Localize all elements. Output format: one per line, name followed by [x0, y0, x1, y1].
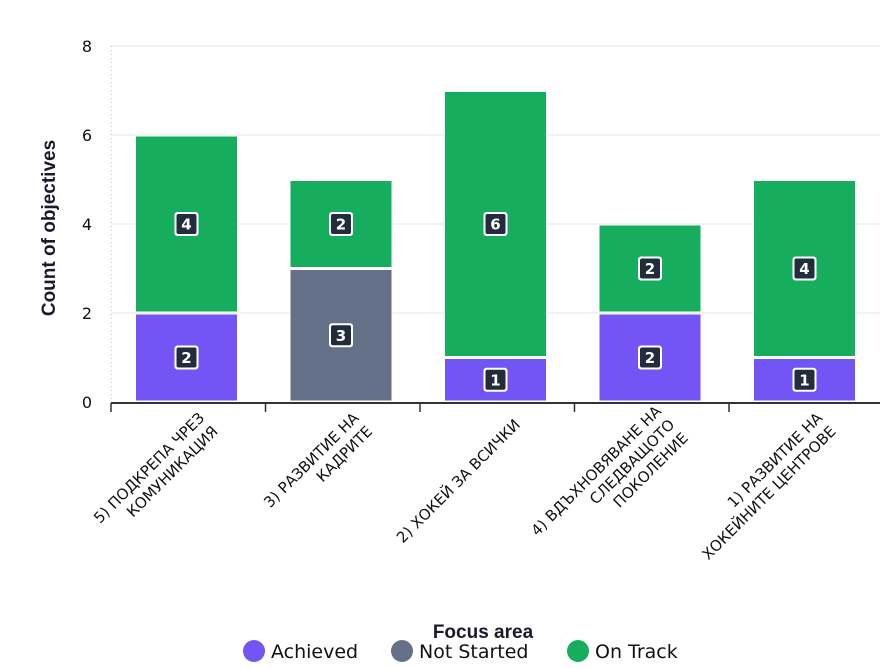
- x-tick-label-group: 2) ХОКЕЙ ЗА ВСИЧКИ: [392, 415, 524, 547]
- y-tick-label: 4: [82, 215, 92, 234]
- x-tick-label-line: ХОКЕЙНИТЕ ЦЕНТРОВЕ: [698, 422, 840, 564]
- y-tick-label: 0: [82, 393, 92, 412]
- data-label: 2: [181, 349, 191, 367]
- legend-marker: [391, 640, 413, 662]
- data-label: 3: [336, 327, 346, 345]
- data-label: 4: [799, 260, 809, 278]
- data-label: 2: [336, 216, 346, 234]
- x-tick-label-group: 3) РАЗВИТИЕ НАКАДРИТЕ: [260, 408, 376, 524]
- y-tick-label: 8: [82, 37, 92, 56]
- x-tick-label: 4) ВДЪХНОВЯВАНЕ НАСЛЕДВАЩОТОПОКОЛЕНИЕ: [527, 402, 692, 567]
- y-axis-title: Count of objectives: [39, 140, 60, 316]
- data-label: 4: [181, 216, 191, 234]
- bars: [135, 91, 856, 402]
- y-tick-label: 2: [82, 304, 92, 323]
- data-label-box: [176, 214, 197, 234]
- x-tick-label: 5) ПОДКРЕПА ЧРЕЗКОМУНИКАЦИЯ: [90, 409, 221, 540]
- legend-label: On Track: [595, 641, 678, 663]
- x-tick-label-line: 5) ПОДКРЕПА ЧРЕЗ: [90, 409, 208, 527]
- data-label-box: [640, 347, 660, 368]
- data-label-box: [176, 347, 197, 368]
- data-label-box: [485, 369, 506, 390]
- legend-label: Achieved: [271, 641, 358, 663]
- x-tick-label-group: 5) ПОДКРЕПА ЧРЕЗКОМУНИКАЦИЯ: [90, 409, 221, 540]
- data-label: 1: [490, 371, 500, 389]
- x-tick-label: 3) РАЗВИТИЕ НАКАДРИТЕ: [260, 408, 376, 524]
- data-label-box: [640, 258, 660, 279]
- data-label-box: [485, 214, 506, 234]
- y-tick-label: 6: [82, 126, 92, 145]
- legend-marker: [243, 640, 265, 662]
- data-labels: 2 4 3 2 1 6 2 2 1 4: [174, 212, 817, 392]
- legend-marker: [567, 640, 589, 662]
- data-label-box: [331, 214, 351, 234]
- x-tick-label-line: 2) ХОКЕЙ ЗА ВСИЧКИ: [392, 415, 524, 547]
- data-label-box: [794, 369, 815, 390]
- x-axis-title: Focus area: [433, 622, 534, 643]
- data-label: 6: [490, 216, 500, 234]
- x-tick-label-group: 1) РАЗВИТИЕ НАХОКЕЙНИТЕ ЦЕНТРОВЕ: [685, 408, 840, 563]
- data-label: 2: [645, 260, 655, 278]
- x-tick-label-group: 4) ВДЪХНОВЯВАНЕ НАСЛЕДВАЩОТОПОКОЛЕНИЕ: [527, 402, 692, 567]
- legend-label: Not Started: [419, 641, 529, 663]
- data-label: 1: [799, 371, 809, 389]
- data-label: 2: [645, 349, 655, 367]
- x-tick-label: 2) ХОКЕЙ ЗА ВСИЧКИ: [392, 415, 524, 547]
- legend: Achieved Not Started On Track: [243, 640, 678, 663]
- x-tick-label: 1) РАЗВИТИЕ НАХОКЕЙНИТЕ ЦЕНТРОВЕ: [685, 408, 840, 563]
- data-label-box: [794, 258, 815, 279]
- data-label-box: [331, 325, 351, 346]
